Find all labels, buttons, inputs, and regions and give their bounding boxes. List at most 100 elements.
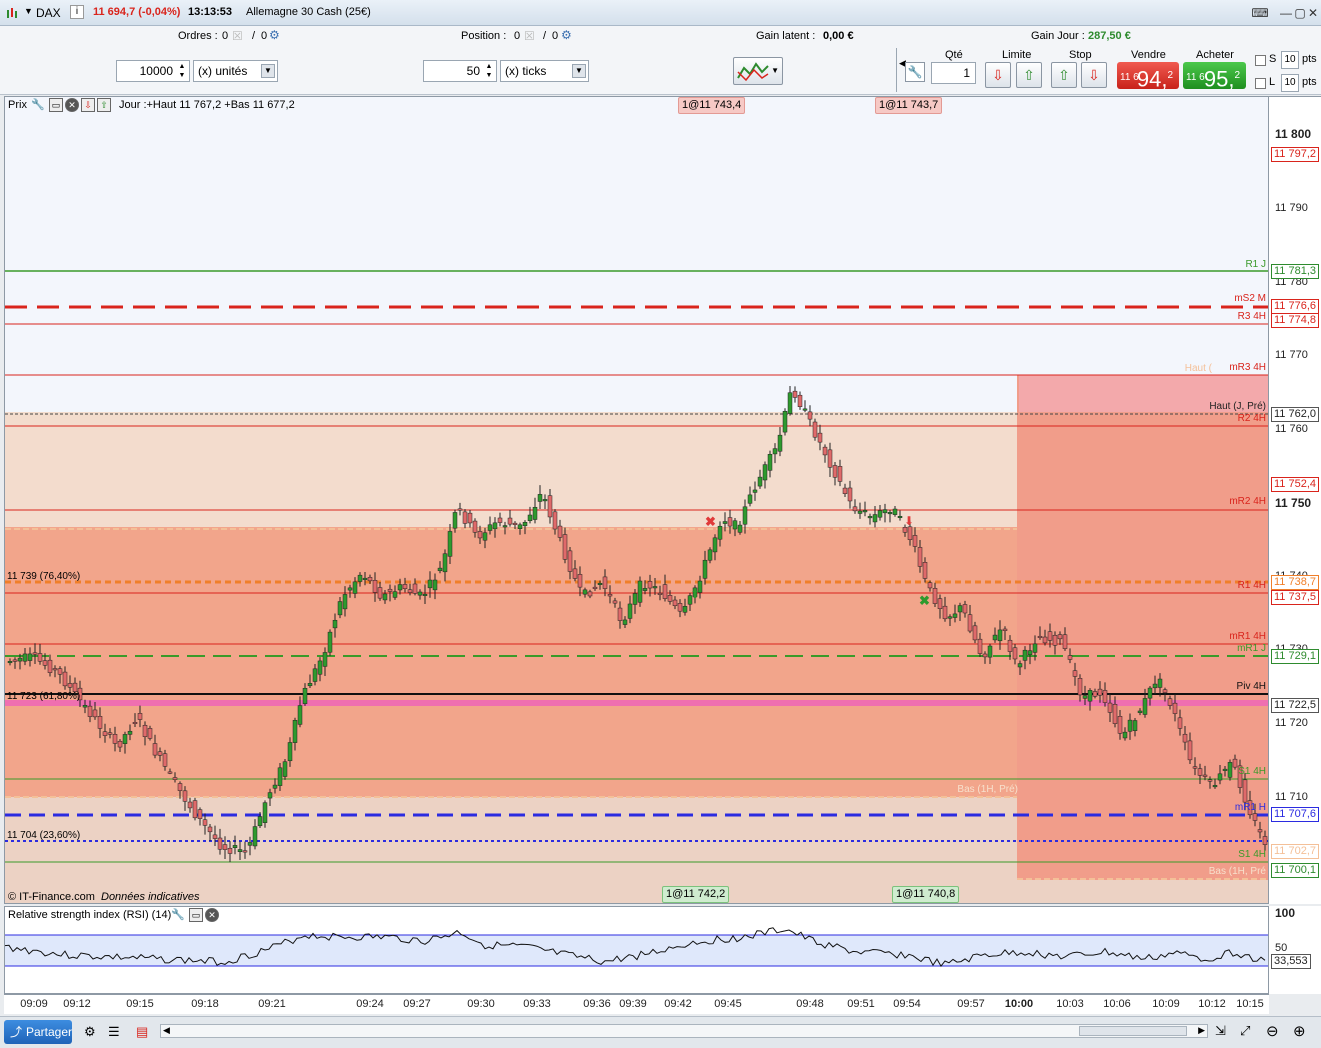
wrench-icon[interactable]: 🔧	[31, 99, 45, 111]
chevron-down-icon[interactable]: ▼	[572, 64, 586, 78]
time-axis[interactable]: 09:09 09:12 09:15 09:18 09:21 09:24 09:27 09:30…	[4, 994, 1269, 1014]
candle-body	[177, 783, 183, 791]
quantity-unit-select[interactable]: (x) unités ▼	[193, 60, 278, 82]
stepper-arrows-icon[interactable]: ▲ ▼	[178, 63, 186, 79]
candle-body	[467, 512, 473, 524]
move-up-icon[interactable]: ⇧	[97, 98, 111, 112]
candle-body	[497, 517, 503, 523]
horizontal-scrollbar[interactable]: ◀ ▶	[160, 1024, 1208, 1038]
settings-icon[interactable]: ⚙	[269, 28, 280, 42]
ticks-unit-select[interactable]: (x) ticks ▼	[500, 60, 589, 82]
minimize-icon[interactable]: —	[1280, 6, 1292, 20]
chart-strategy-icon	[737, 62, 769, 82]
candle-body	[1022, 649, 1028, 661]
candle-body	[1047, 631, 1053, 641]
close-panel-icon[interactable]: ✕	[205, 908, 219, 922]
orders-count-a: 0	[222, 30, 229, 42]
candle-body	[122, 734, 128, 744]
price-box: 11 774,8	[1271, 313, 1320, 328]
stop-checkbox[interactable]	[1255, 55, 1266, 66]
bottom-bar: ⤴ Partager ⚙ ☰ ▤ ◀ ▶ ⇲ ⤢ ⊖ ⊕	[0, 1016, 1321, 1048]
candle-body	[1132, 720, 1138, 731]
limit-pts-input[interactable]: 10	[1281, 74, 1299, 92]
scroll-left-icon[interactable]: ◀	[163, 1025, 170, 1035]
candle-body	[1182, 733, 1188, 743]
wrench-icon[interactable]: 🔧	[171, 909, 185, 921]
scroll-right-icon[interactable]: ▶	[1198, 1025, 1205, 1035]
order-settings-button[interactable]: 🔧	[905, 62, 925, 82]
price-chart[interactable]: ✖ ✖ ⬆ ⬇ Prix 🔧 ▭ ✕ ⇩ ⇧ Jour :+Haut 11 76…	[4, 96, 1269, 904]
stepper-arrows-icon[interactable]: ▲ ▼	[485, 63, 493, 79]
candle-body	[1227, 762, 1233, 778]
chart-mode-icon[interactable]: ⇲	[1215, 1023, 1226, 1038]
copyright: © IT-Finance.com	[8, 891, 95, 903]
limit-sell-button[interactable]: ⇩	[985, 62, 1011, 88]
candle-body	[557, 525, 563, 538]
window-icon[interactable]: ▭	[49, 98, 63, 112]
zoom-in-icon[interactable]: ⊕	[1293, 1023, 1306, 1040]
close-position-icon[interactable]: ☒	[524, 29, 535, 43]
candle-body	[137, 713, 143, 720]
window-icon[interactable]: ▭	[189, 908, 203, 922]
x-tick: 09:33	[523, 998, 551, 1010]
candle-body	[597, 582, 603, 585]
info-icon[interactable]: i	[70, 5, 84, 19]
candle-body	[867, 516, 873, 519]
zoom-out-icon[interactable]: ⊖	[1266, 1023, 1279, 1040]
trade-tag-bottom[interactable]: 1@11 742,2	[662, 886, 730, 903]
trade-tag-top[interactable]: 1@11 743,7	[875, 97, 943, 114]
move-down-icon[interactable]: ⇩	[81, 98, 95, 112]
chart-settings-icon[interactable]: ⚙	[84, 1024, 96, 1039]
candle-body	[1222, 768, 1228, 771]
chevron-down-icon[interactable]: ▼	[261, 64, 275, 78]
candle-body	[617, 607, 623, 621]
candle-body	[287, 742, 293, 762]
close-panel-icon[interactable]: ✕	[65, 98, 79, 112]
indicator-icon[interactable]: ▤	[136, 1024, 149, 1039]
candle-body	[817, 432, 823, 443]
chevron-down-icon[interactable]: ▼	[771, 66, 779, 75]
trading-strategy-button[interactable]: ▼	[733, 57, 783, 85]
candle-body	[327, 631, 333, 653]
stop-pts-input[interactable]: 10	[1281, 51, 1299, 69]
limit-buy-button[interactable]: ⇧	[1016, 62, 1042, 88]
candle-body	[777, 434, 783, 452]
candle-body	[187, 801, 193, 809]
candle-body	[1142, 698, 1148, 715]
order-panel-toggle[interactable]: ◀	[899, 58, 906, 68]
candle-body	[852, 506, 858, 512]
buy-button[interactable]: 11 6 95,2	[1183, 62, 1246, 91]
price-box: 11 722,5	[1271, 698, 1320, 713]
share-button[interactable]: ⤴ Partager	[4, 1020, 72, 1044]
scrollbar-thumb[interactable]	[1079, 1026, 1187, 1036]
close-icon[interactable]: ✕	[1307, 6, 1319, 20]
price-box: 11 752,4	[1271, 477, 1320, 492]
settings-icon[interactable]: ⚙	[561, 28, 572, 42]
trade-tag-bottom[interactable]: 1@11 740,8	[892, 886, 960, 903]
order-qty-input[interactable]: 1	[931, 62, 976, 84]
list-icon[interactable]: ☰	[108, 1024, 120, 1039]
ticks-stepper[interactable]: 50 ▲ ▼	[423, 60, 497, 82]
candle-body	[312, 668, 318, 682]
trade-tag-top[interactable]: 1@11 743,4	[678, 97, 746, 114]
candle-body	[147, 728, 153, 739]
dropdown-arrow-icon[interactable]: ▼	[24, 6, 33, 16]
candle-body	[987, 645, 993, 658]
price-axis[interactable]: 11 800 11 790 11 780 11 770 11 760 11 75…	[1269, 96, 1321, 904]
maximize-icon[interactable]: ▢	[1294, 6, 1306, 20]
stop-buy-button[interactable]: ⇩	[1081, 62, 1107, 88]
rsi-panel[interactable]: Relative strength index (RSI) (14) 🔧 ▭ ✕	[4, 906, 1269, 994]
sell-button[interactable]: 11 6 94,2	[1117, 62, 1179, 91]
quantity-stepper[interactable]: 10000 ▲ ▼	[116, 60, 190, 82]
limit-checkbox[interactable]	[1255, 78, 1266, 89]
expand-icon[interactable]: ⤢	[1240, 1023, 1251, 1038]
candle-body	[807, 411, 813, 420]
candle-body	[602, 576, 608, 589]
candle-body	[202, 819, 208, 826]
cancel-orders-icon[interactable]: ☒	[232, 29, 243, 43]
order-panel: ◀ 🔧 Qté 1 Limite ⇩ ⇧ Stop ⇧ ⇩ Vendre 11 …	[896, 48, 1254, 92]
candle-body	[1042, 636, 1048, 644]
keyboard-icon[interactable]: ⌨	[1251, 6, 1269, 20]
candle-body	[1172, 702, 1178, 714]
stop-sell-button[interactable]: ⇧	[1051, 62, 1077, 88]
